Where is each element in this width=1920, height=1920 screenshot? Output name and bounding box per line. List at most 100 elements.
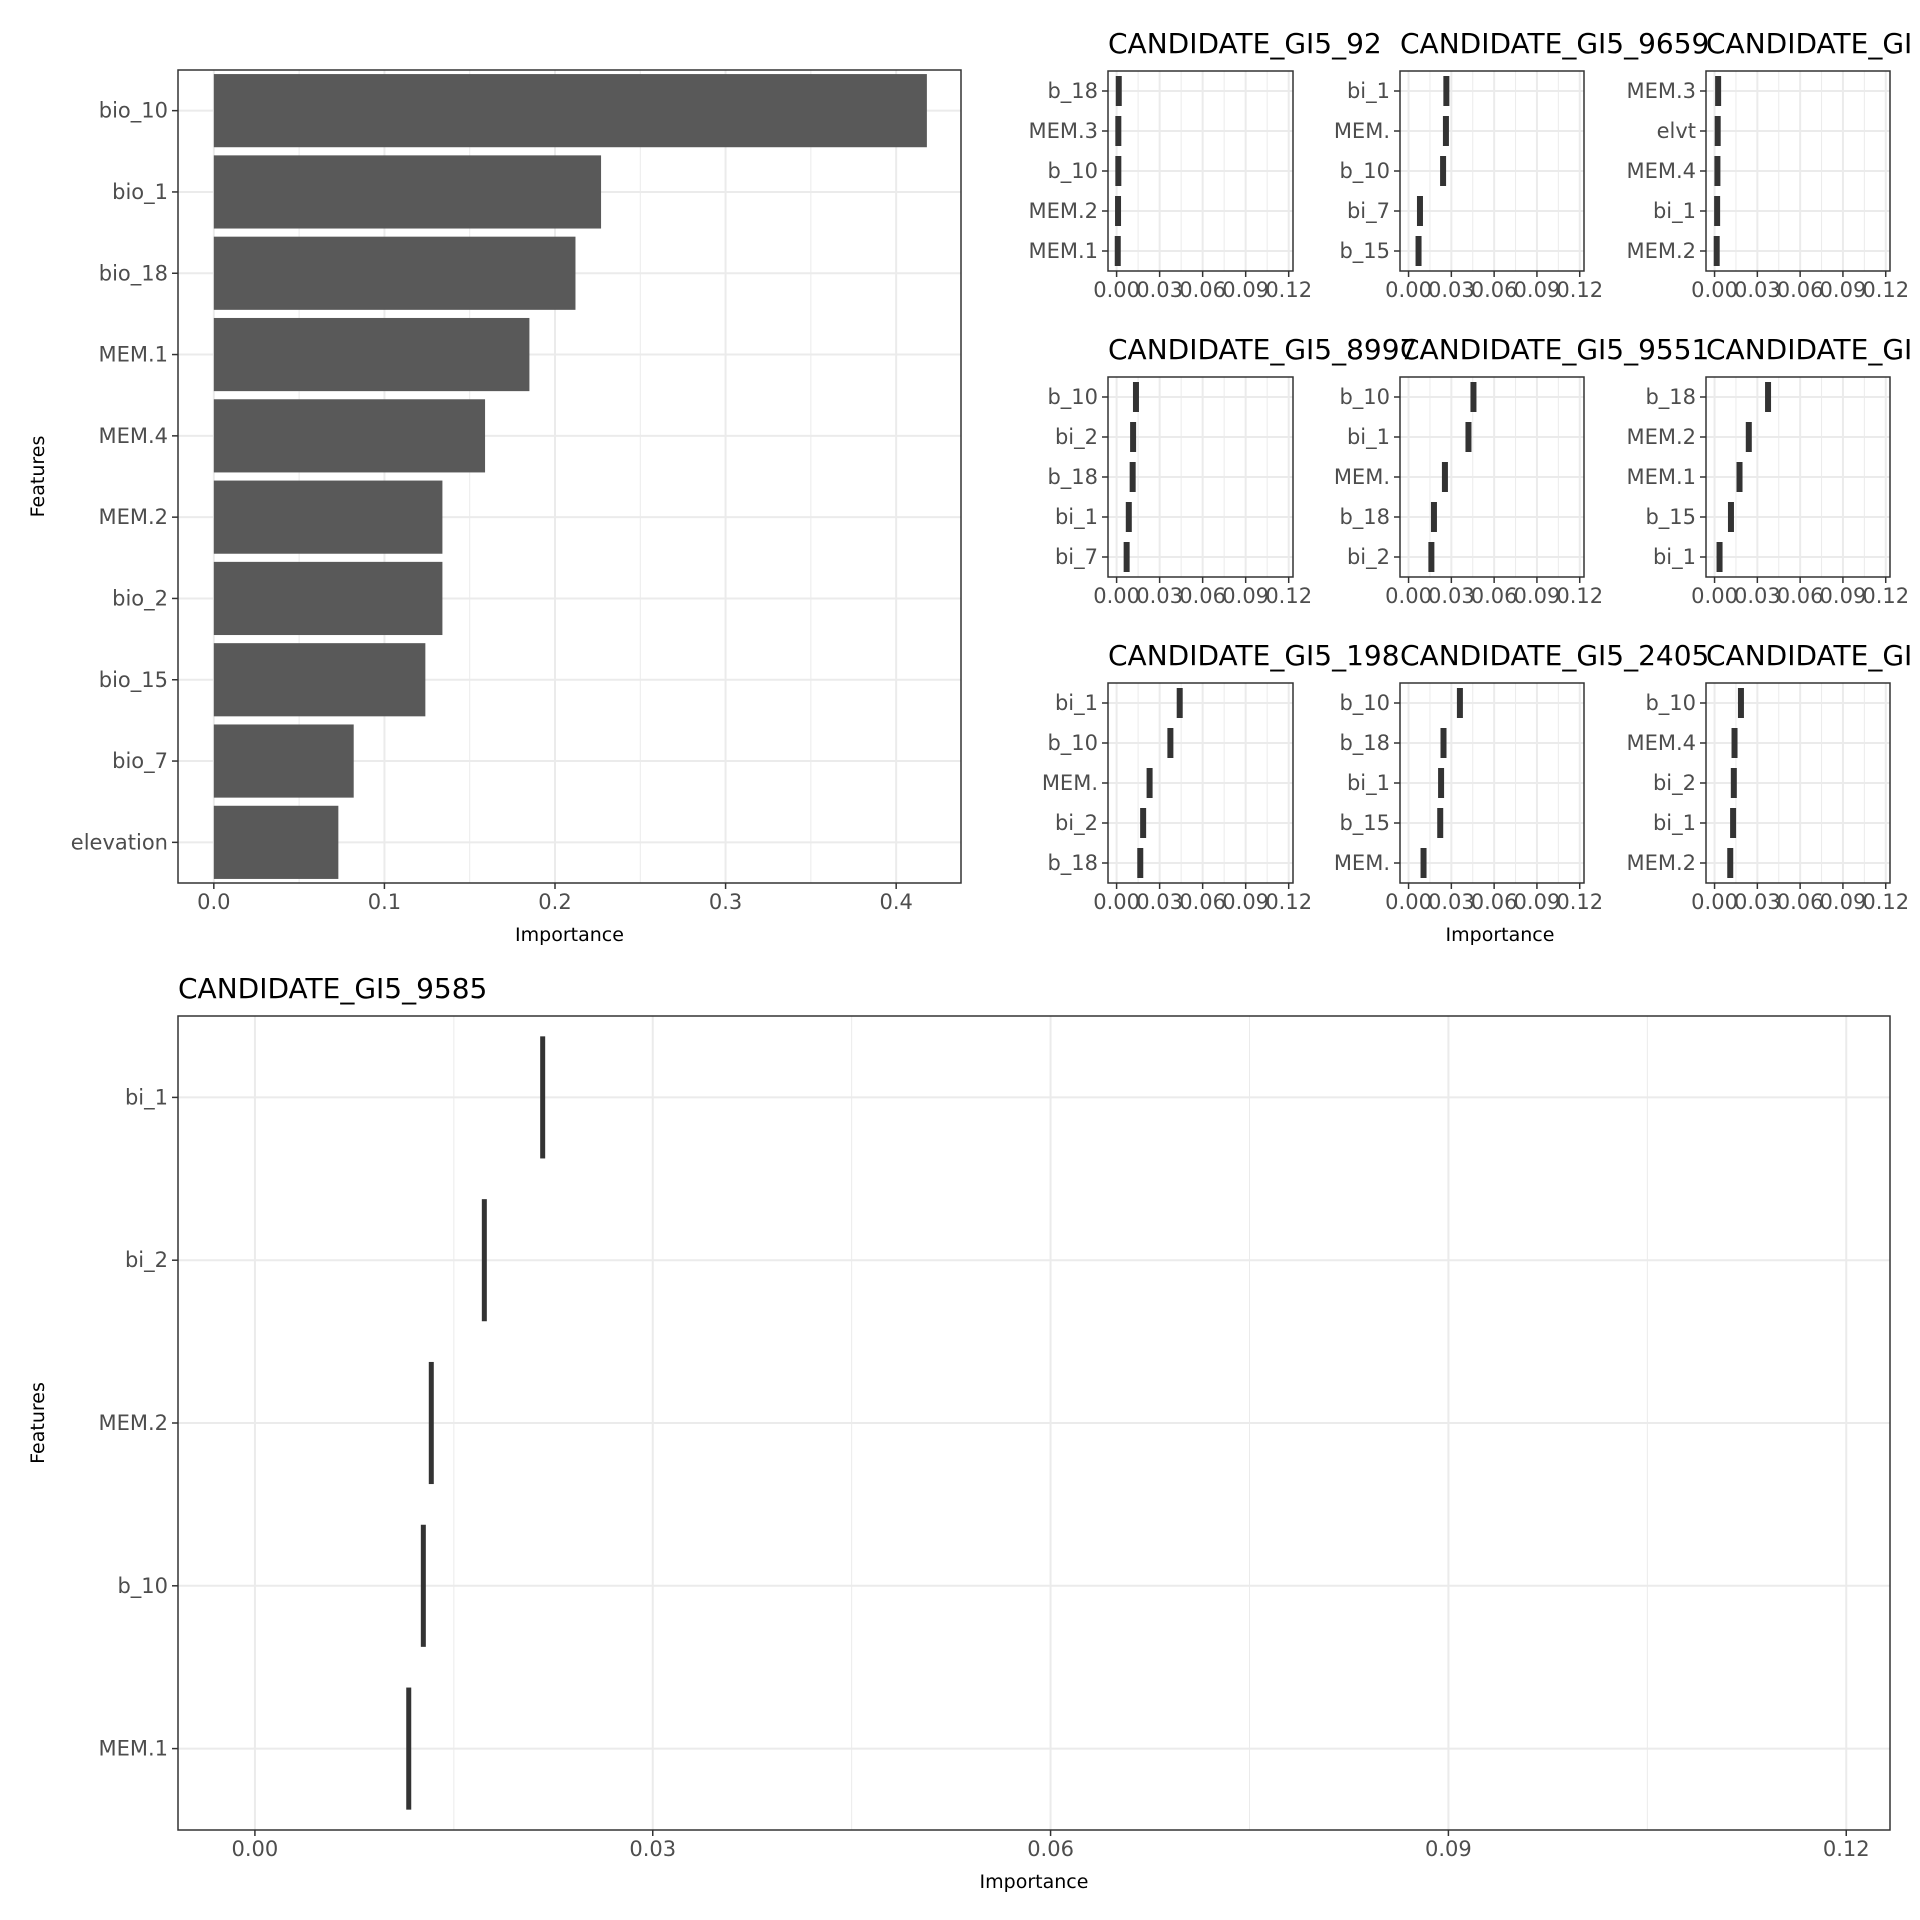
x-tick-label: 0.3: [709, 890, 742, 914]
segment-MEM.1: [406, 1687, 412, 1810]
y-tick-label: MEM.3: [1626, 79, 1696, 103]
segment-MEM.2: [1745, 422, 1752, 452]
x-tick-label: 0.4: [879, 890, 912, 914]
y-tick-label: MEM.1: [1626, 465, 1696, 489]
panel-1: b_18 MEM.3 b_10 MEM.2 MEM.1 0.000.030.060.090…: [1028, 27, 1381, 302]
y-tick-label: MEM.1: [98, 1737, 168, 1761]
y-tick-label: b_18: [1047, 465, 1098, 490]
panel-title: CANDIDATE_GI5_9659: [1400, 27, 1709, 60]
x-tick-label: 0.00: [232, 1837, 279, 1861]
segment-elvt: [1714, 116, 1721, 146]
segment-b_10: [1470, 382, 1477, 412]
x-tick-label: 0.03: [1428, 584, 1475, 608]
x-tick-label: 0.06: [1471, 890, 1518, 914]
panel-title: CANDIDATE_GI5_9585: [178, 972, 487, 1005]
y-tick-label: bi_2: [1347, 545, 1390, 570]
segment-bi_1: [1125, 502, 1132, 532]
y-tick-label: MEM.4: [1626, 159, 1696, 183]
x-tick-label: 0.03: [1136, 584, 1183, 608]
panel-6: b_18 MEM.2 MEM.1 b_15 bi_1 0.000.030.060.090.…: [1626, 333, 1912, 608]
segment-bi_1: [1443, 76, 1450, 106]
y-tick-label: b_10: [1339, 385, 1390, 410]
x-tick-label: 0.12: [1265, 890, 1312, 914]
segment-b_10: [1115, 156, 1122, 186]
segment-MEM.1: [1736, 462, 1743, 492]
y-tick-label: MEM.: [1042, 771, 1098, 795]
x-tick-label: 0.12: [1265, 278, 1312, 302]
x-tick-label: 0.00: [1093, 278, 1140, 302]
x-tick-label: 0.09: [1820, 278, 1867, 302]
segment-MEM.: [1442, 116, 1449, 146]
segment-MEM.4: [1731, 728, 1738, 758]
x-tick-label: 0.00: [1093, 584, 1140, 608]
y-tick-label: bio_10: [99, 99, 168, 124]
segment-bi_1: [1730, 808, 1737, 838]
x-tick-label: 0.00: [1093, 890, 1140, 914]
x-tick-label: 0.06: [1179, 890, 1226, 914]
y-axis-label: Features: [27, 1382, 49, 1464]
y-tick-label: MEM.3: [1028, 119, 1098, 143]
x-tick-label: 0.03: [1734, 890, 1781, 914]
x-tick-label: 0.06: [1027, 1837, 1074, 1861]
panel-title: CANDIDATE_GI5_2405: [1400, 639, 1709, 672]
y-tick-label: MEM.2: [98, 505, 168, 529]
segment-b_10: [1440, 156, 1447, 186]
y-tick-label: b_18: [1339, 731, 1390, 756]
segment-b_18: [1440, 728, 1447, 758]
y-tick-label: MEM.1: [98, 343, 168, 367]
panel-10: bi_1 bi_2 MEM.2 b_10 MEM.1 0.00 0.03 0.06 0.09 0.…: [27, 972, 1891, 1893]
y-tick-label: bi_2: [1055, 425, 1098, 450]
y-tick-label: MEM.1: [1028, 239, 1098, 263]
x-tick-label: 0.12: [1265, 584, 1312, 608]
x-tick-label: 0.12: [1823, 1837, 1870, 1861]
bar-bio_18: [213, 236, 576, 310]
segment-bi_2: [1140, 808, 1147, 838]
y-tick-label: b_15: [1645, 505, 1696, 530]
panel-7: bi_1 b_10 MEM. bi_2 b_18 0.000.030.060.090.12…: [1042, 639, 1400, 914]
segment-bi_7: [1416, 196, 1423, 226]
panel-title: CANDIDATE_GI5_8997: [1108, 333, 1417, 366]
x-tick-label: 0.12: [1862, 890, 1909, 914]
y-tick-label: bi_1: [1347, 79, 1390, 104]
segment-b_15: [1437, 808, 1444, 838]
y-tick-label: b_10: [117, 1574, 168, 1599]
x-tick-label: 0.09: [1222, 278, 1269, 302]
segment-bi_7: [1123, 542, 1130, 572]
bar-elevation: [213, 805, 339, 879]
segment-MEM.2: [1713, 236, 1720, 266]
y-tick-label: b_15: [1339, 811, 1390, 836]
y-tick-label: bio_7: [112, 749, 168, 774]
x-tick-label: 0.03: [1136, 890, 1183, 914]
segment-b_18: [1430, 502, 1437, 532]
bar-MEM.4: [213, 399, 486, 473]
y-tick-label: bi_1: [1347, 425, 1390, 450]
y-tick-label: b_10: [1047, 731, 1098, 756]
x-tick-label: 0.06: [1777, 278, 1824, 302]
x-tick-label: 0.06: [1777, 584, 1824, 608]
panel-5: b_10 bi_1 MEM. b_18 bi_2 0.000.030.060.090.12…: [1334, 333, 1710, 608]
x-tick-label: 0.00: [1385, 584, 1432, 608]
y-tick-label: MEM.4: [1626, 731, 1696, 755]
panel-3: MEM.3 elvt MEM.4 bi_1 MEM.2 0.000.030.060.090…: [1626, 27, 1912, 302]
y-tick-label: MEM.: [1334, 465, 1390, 489]
segment-bi_1: [1716, 542, 1723, 572]
y-tick-label: b_18: [1047, 851, 1098, 876]
segment-bi_1: [1465, 422, 1472, 452]
segment-bi_2: [1730, 768, 1737, 798]
x-tick-label: 0.06: [1179, 278, 1226, 302]
bar-bio_1: [213, 155, 602, 229]
x-tick-label: 0.03: [629, 1837, 676, 1861]
y-tick-label: bio_1: [112, 180, 168, 205]
y-tick-label: MEM.: [1334, 119, 1390, 143]
x-axis-label: Importance: [1446, 924, 1555, 946]
y-tick-label: MEM.: [1334, 851, 1390, 875]
x-tick-label: 0.2: [538, 890, 571, 914]
segment-MEM.2: [1115, 196, 1122, 226]
x-tick-label: 0.12: [1556, 584, 1603, 608]
x-tick-label: 0.09: [1514, 584, 1561, 608]
segment-MEM.3: [1715, 76, 1722, 106]
x-tick-label: 0.00: [1691, 278, 1738, 302]
x-tick-label: 0.03: [1428, 278, 1475, 302]
x-tick-label: 0.03: [1734, 584, 1781, 608]
